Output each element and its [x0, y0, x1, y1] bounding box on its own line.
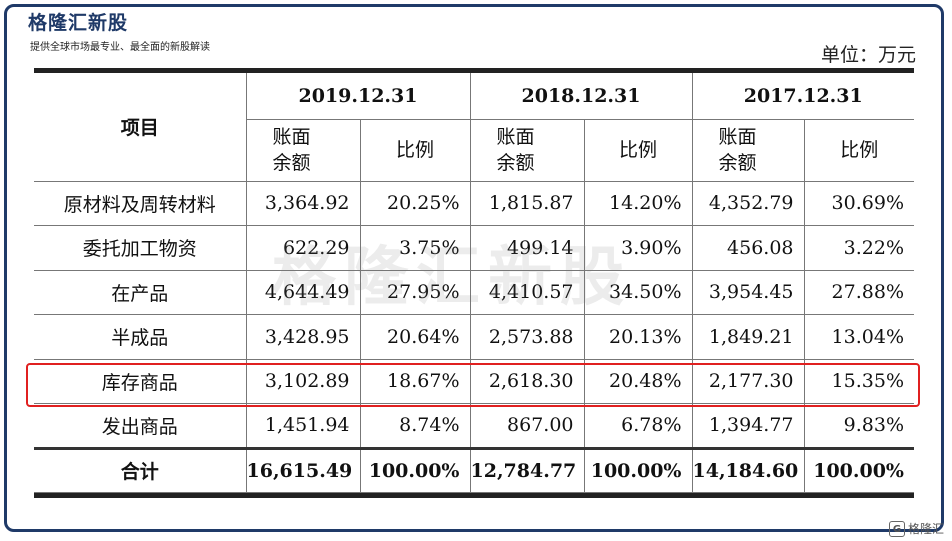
cell: 3.90% — [583, 225, 693, 271]
row-name: 发出商品 — [34, 403, 247, 449]
brand-title: 格隆汇新股 — [28, 12, 129, 34]
ratio-header: 比例 — [583, 118, 693, 182]
cell: 3,102.89 — [245, 358, 361, 404]
cell: 13.04% — [803, 314, 914, 360]
cell: 27.88% — [803, 269, 914, 315]
cell: 6.78% — [583, 403, 693, 449]
cell: 34.50% — [583, 269, 693, 315]
balance-header: 账面 余额 — [469, 118, 585, 182]
cell: 16,615.49 — [245, 446, 361, 493]
table-row: 半成品 3,428.95 20.64% 2,573.88 20.13% 1,84… — [34, 314, 914, 360]
cell: 18.67% — [359, 358, 471, 404]
cell: 100.00% — [583, 446, 693, 493]
cell: 4,644.49 — [245, 269, 361, 315]
cell: 12,784.77 — [469, 446, 585, 493]
row-name: 在产品 — [34, 269, 247, 315]
cell: 9.83% — [803, 403, 914, 449]
cell: 1,815.87 — [469, 180, 585, 226]
cell: 2,618.30 — [469, 358, 585, 404]
cell: 3,428.95 — [245, 314, 361, 360]
cell: 27.95% — [359, 269, 471, 315]
row-name: 库存商品 — [34, 358, 247, 404]
table-row: 委托加工物资 622.29 3.75% 499.14 3.90% 456.08 … — [34, 225, 914, 271]
cell: 4,410.57 — [469, 269, 585, 315]
logo-icon: G — [888, 520, 905, 537]
ratio-header: 比例 — [359, 118, 471, 182]
cell: 456.08 — [691, 225, 805, 271]
header-row-sub: 账面 余额 比例 账面 余额 比例 账面 余额 比例 — [34, 118, 914, 182]
item-header: 项目 — [34, 73, 247, 182]
row-name: 半成品 — [34, 314, 247, 360]
cell: 1,849.21 — [691, 314, 805, 360]
outer-frame — [4, 4, 944, 532]
table-row: 发出商品 1,451.94 8.74% 867.00 6.78% 1,394.7… — [34, 403, 914, 449]
cell: 20.48% — [583, 358, 693, 404]
cell: 20.25% — [359, 180, 471, 226]
brand-subtitle: 提供全球市场最专业、最全面的新股解读 — [30, 42, 210, 53]
table-row-highlighted: 库存商品 3,102.89 18.67% 2,618.30 20.48% 2,1… — [34, 358, 914, 404]
period-header-2018: 2018.12.31 — [469, 73, 693, 120]
row-name: 原材料及周转材料 — [34, 180, 247, 226]
cell: 20.64% — [359, 314, 471, 360]
cell: 3.22% — [803, 225, 914, 271]
cell: 20.13% — [583, 314, 693, 360]
ratio-header: 比例 — [803, 118, 914, 182]
table-row: 原材料及周转材料 3,364.92 20.25% 1,815.87 14.20%… — [34, 180, 914, 226]
brand-logo: G 格隆汇 — [888, 520, 944, 537]
inventory-table: 项目 2019.12.31 2018.12.31 2017.12.31 账面 余额… — [34, 73, 914, 493]
cell: 100.00% — [359, 446, 471, 493]
inventory-table-wrapper: 项目 2019.12.31 2018.12.31 2017.12.31 账面 余额… — [34, 68, 914, 498]
header-row-periods: 项目 2019.12.31 2018.12.31 2017.12.31 — [34, 73, 914, 182]
table-row-total: 合计 16,615.49 100.00% 12,784.77 100.00% 1… — [34, 446, 914, 493]
cell: 2,573.88 — [469, 314, 585, 360]
cell: 622.29 — [245, 225, 361, 271]
cell: 867.00 — [469, 403, 585, 449]
cell: 2,177.30 — [691, 358, 805, 404]
cell: 8.74% — [359, 403, 471, 449]
period-header-2019: 2019.12.31 — [245, 73, 471, 120]
cell: 499.14 — [469, 225, 585, 271]
balance-header: 账面 余额 — [246, 118, 361, 182]
period-header-2017: 2017.12.31 — [691, 73, 914, 120]
cell: 100.00% — [803, 446, 914, 493]
cell: 3,364.92 — [245, 180, 361, 226]
cell: 3,954.45 — [691, 269, 805, 315]
row-name: 委托加工物资 — [34, 225, 247, 271]
cell: 14.20% — [583, 180, 693, 226]
cell: 14,184.60 — [691, 446, 805, 493]
table-row: 在产品 4,644.49 27.95% 4,410.57 34.50% 3,95… — [34, 269, 914, 315]
cell: 15.35% — [803, 358, 914, 404]
cell: 4,352.79 — [691, 180, 805, 226]
cell: 1,451.94 — [245, 403, 361, 449]
total-name: 合计 — [34, 446, 247, 493]
balance-header: 账面 余额 — [691, 118, 805, 182]
unit-label: 单位：万元 — [820, 44, 916, 66]
logo-text: 格隆汇 — [907, 522, 944, 536]
cell: 1,394.77 — [691, 403, 805, 449]
cell: 3.75% — [359, 225, 471, 271]
cell: 30.69% — [803, 180, 914, 226]
